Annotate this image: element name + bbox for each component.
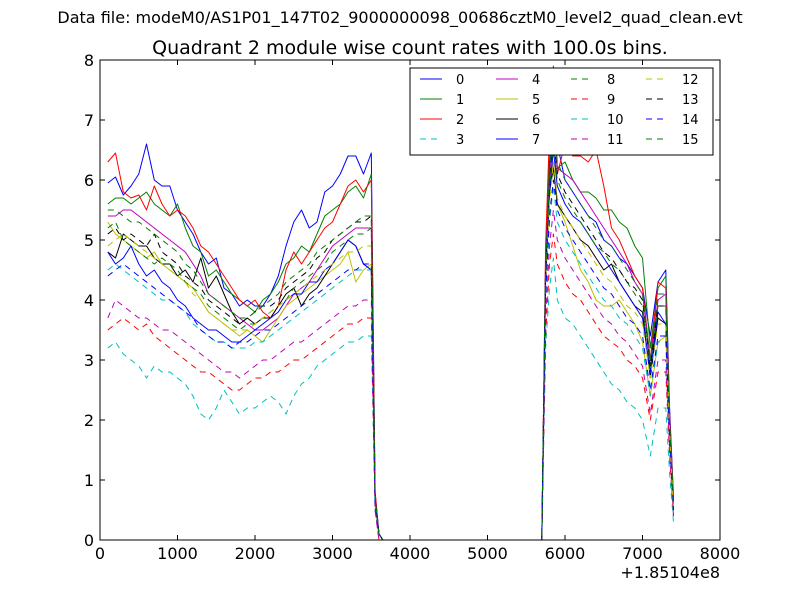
series-line-4 [107, 131, 674, 541]
series-line-11 [107, 209, 674, 541]
x-tick-label: 8000 [700, 544, 741, 563]
legend-label-3: 3 [456, 133, 464, 148]
x-tick-label: 0 [95, 544, 105, 563]
legend-label-11: 11 [607, 133, 624, 148]
legend-label-10: 10 [607, 113, 624, 128]
x-tick-label: 6000 [545, 544, 586, 563]
y-tick-label: 4 [84, 291, 94, 310]
y-tick-label: 6 [84, 171, 94, 190]
legend-label-8: 8 [607, 73, 615, 88]
ticks-layer: 0 1000 2000 3000 4000 5000 6000 7000 80000123456… [84, 51, 741, 563]
x-tick-label: 4000 [390, 544, 431, 563]
x-tick-label: 2000 [235, 544, 276, 563]
series-line-3 [107, 257, 674, 541]
legend-label-9: 9 [607, 93, 615, 108]
y-tick-label: 7 [84, 111, 94, 130]
legend-frame [409, 67, 714, 156]
y-tick-label: 2 [84, 411, 94, 430]
series-line-1 [107, 65, 674, 541]
y-tick-label: 5 [84, 231, 94, 250]
series-line-7 [107, 149, 674, 541]
x-tick-label: 7000 [622, 544, 663, 563]
legend-label-13: 13 [682, 93, 699, 108]
x-axis-offset-label: +1.85104e8 [620, 563, 720, 582]
legend-label-1: 1 [456, 93, 464, 108]
figure-suptitle: Data file: modeM0/AS1P01_147T02_90000000… [57, 8, 743, 27]
x-tick-label: 1000 [157, 544, 198, 563]
y-tick-label: 3 [84, 351, 94, 370]
legend-label-5: 5 [532, 93, 540, 108]
legend-label-0: 0 [456, 73, 464, 88]
legend-label-7: 7 [532, 133, 540, 148]
legend-label-6: 6 [532, 113, 540, 128]
series-layer [107, 65, 674, 541]
series-line-14 [107, 179, 674, 541]
series-line-2 [107, 83, 674, 541]
y-tick-label: 8 [84, 51, 94, 70]
legend-label-2: 2 [456, 113, 464, 128]
x-tick-label: 3000 [312, 544, 353, 563]
chart-title: Quadrant 2 module wise count rates with … [152, 37, 668, 59]
legend-label-12: 12 [682, 73, 699, 88]
y-tick-label: 0 [84, 531, 94, 550]
series-line-5 [107, 161, 674, 541]
x-tick-label: 5000 [467, 544, 508, 563]
series-line-10 [107, 185, 674, 541]
series-line-0 [107, 113, 674, 541]
series-line-9 [107, 233, 674, 541]
legend-label-4: 4 [532, 73, 540, 88]
legend-label-15: 15 [682, 133, 699, 148]
legend-label-14: 14 [682, 113, 699, 128]
y-tick-label: 1 [84, 471, 94, 490]
